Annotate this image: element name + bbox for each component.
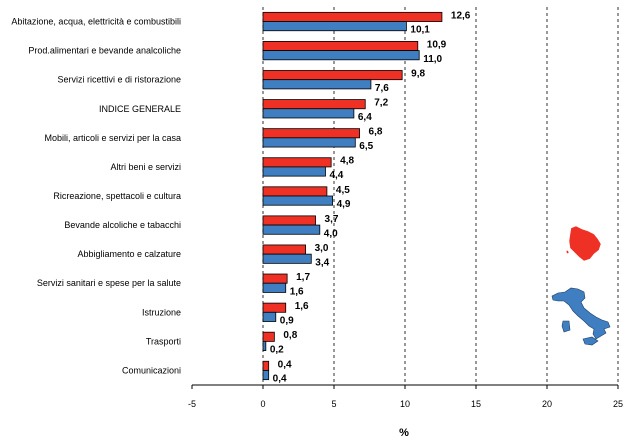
- category-label: Comunicazioni: [122, 365, 181, 375]
- data-label: 1,7: [296, 272, 310, 283]
- data-label: 9,8: [411, 68, 425, 79]
- tuscany-map-icon: [565, 225, 602, 262]
- bar: [262, 50, 420, 61]
- category-label: Servizi sanitari e spese per la salute: [37, 278, 181, 288]
- data-label: 1,6: [295, 301, 309, 312]
- bar: [262, 253, 312, 264]
- data-label: 0,4: [273, 374, 287, 385]
- bar: [262, 99, 366, 110]
- x-axis: -5 0 5 10 15 20 25: [188, 384, 623, 409]
- bar: [262, 244, 306, 255]
- bar: [262, 70, 403, 81]
- bar: [262, 311, 277, 322]
- bar: [262, 370, 270, 381]
- bar: [262, 340, 267, 351]
- bar: [262, 360, 270, 371]
- data-label: 10,1: [410, 25, 430, 36]
- category-label: Bevande alcoliche e tabacchi: [64, 220, 181, 230]
- x-tick-label: 25: [613, 399, 623, 409]
- data-label: 3,0: [315, 243, 329, 254]
- bar: [262, 186, 328, 197]
- italy-map-icon: [551, 287, 611, 346]
- bar: [262, 282, 287, 293]
- bar: [262, 41, 419, 52]
- data-label: 7,2: [374, 98, 388, 109]
- grid-lines: [262, 7, 619, 385]
- data-labels: 12,6 10,1 10,9 11,0 9,8 7,6 7,26,4 6,8 6,5 4,8 4,4…: [270, 10, 471, 384]
- bar: [262, 302, 287, 313]
- bar: [262, 21, 407, 32]
- data-label: 7,6: [375, 83, 389, 94]
- x-tick-label: -5: [188, 399, 196, 409]
- data-label: 11,0: [423, 54, 442, 65]
- data-label: 6,4: [358, 112, 372, 123]
- data-label: 3,4: [315, 257, 329, 268]
- x-tick-label: 20: [542, 399, 552, 409]
- data-label: 3,7: [325, 214, 339, 225]
- category-label: Abitazione, acqua, elettricità e combust…: [11, 17, 181, 27]
- bar: [262, 166, 326, 177]
- data-label: 6,8: [369, 127, 383, 138]
- x-tick-label: 15: [471, 399, 481, 409]
- data-label: 4,9: [337, 199, 351, 210]
- category-label: Mobili, articoli e servizi per la casa: [44, 133, 181, 143]
- category-label: INDICE GENERALE: [99, 104, 181, 114]
- bar: [262, 157, 332, 168]
- x-tick-label: 0: [260, 399, 265, 409]
- bar: [262, 215, 316, 226]
- bars: [262, 11, 443, 381]
- bar: [262, 331, 275, 342]
- data-label: 4,5: [336, 185, 350, 196]
- bar: [262, 128, 360, 139]
- category-label: Altri beni e servizi: [110, 162, 181, 172]
- bar: [262, 11, 443, 22]
- data-label: 1,6: [290, 286, 304, 297]
- data-label: 0,4: [278, 359, 292, 370]
- category-label: Istruzione: [142, 307, 181, 317]
- data-label: 6,5: [359, 141, 373, 152]
- data-label: 0,9: [280, 316, 294, 327]
- data-label: 4,0: [324, 228, 338, 239]
- data-label: 10,9: [427, 39, 447, 50]
- data-label: 0,8: [283, 330, 297, 341]
- bar: [262, 195, 333, 206]
- category-label: Prod.alimentari e bevande analcoliche: [28, 46, 181, 56]
- bar: [262, 137, 356, 148]
- data-label: 4,4: [329, 170, 343, 181]
- data-label: 4,8: [340, 156, 354, 167]
- category-label: Abbigliamento e calzature: [77, 249, 181, 259]
- category-label: Trasporti: [146, 336, 181, 346]
- category-label: Ricreazione, spettacoli e cultura: [53, 191, 181, 201]
- data-label: 12,6: [451, 10, 471, 21]
- x-axis-label: %: [399, 427, 409, 439]
- bar: [262, 79, 372, 90]
- bar: [262, 224, 321, 235]
- data-label: 0,2: [270, 345, 284, 356]
- x-tick-label: 5: [331, 399, 336, 409]
- x-tick-label: 10: [400, 399, 410, 409]
- category-labels: Abitazione, acqua, elettricità e combust…: [11, 17, 181, 376]
- category-label: Servizi ricettivi e di ristorazione: [57, 75, 181, 85]
- bar: [262, 108, 355, 119]
- bar: [262, 273, 288, 284]
